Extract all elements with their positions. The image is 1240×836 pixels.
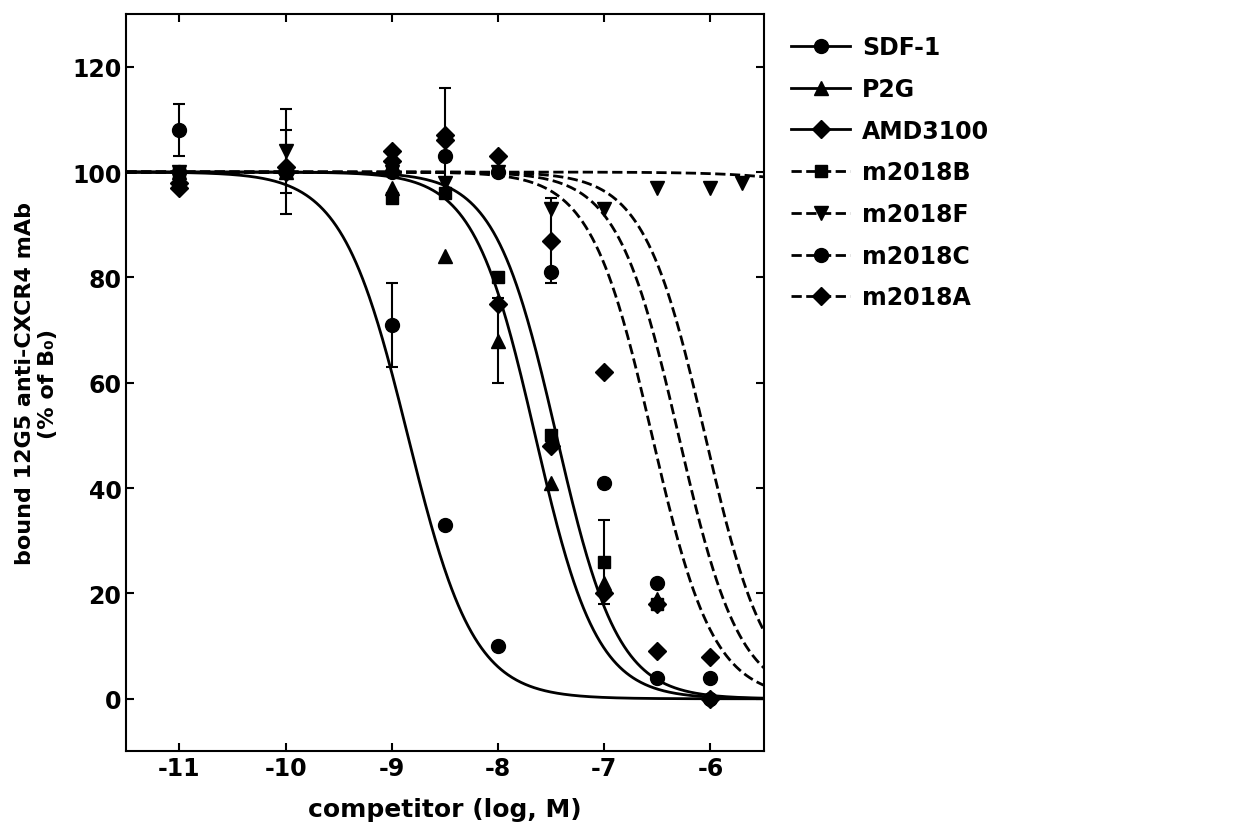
Legend: SDF-1, P2G, AMD3100, m2018B, m2018F, m2018C, m2018A: SDF-1, P2G, AMD3100, m2018B, m2018F, m20… <box>781 27 998 319</box>
Y-axis label: bound 12G5 anti-CXCR4 mAb
(% of B₀): bound 12G5 anti-CXCR4 mAb (% of B₀) <box>15 202 58 564</box>
X-axis label: competitor (log, M): competitor (log, M) <box>308 797 582 821</box>
